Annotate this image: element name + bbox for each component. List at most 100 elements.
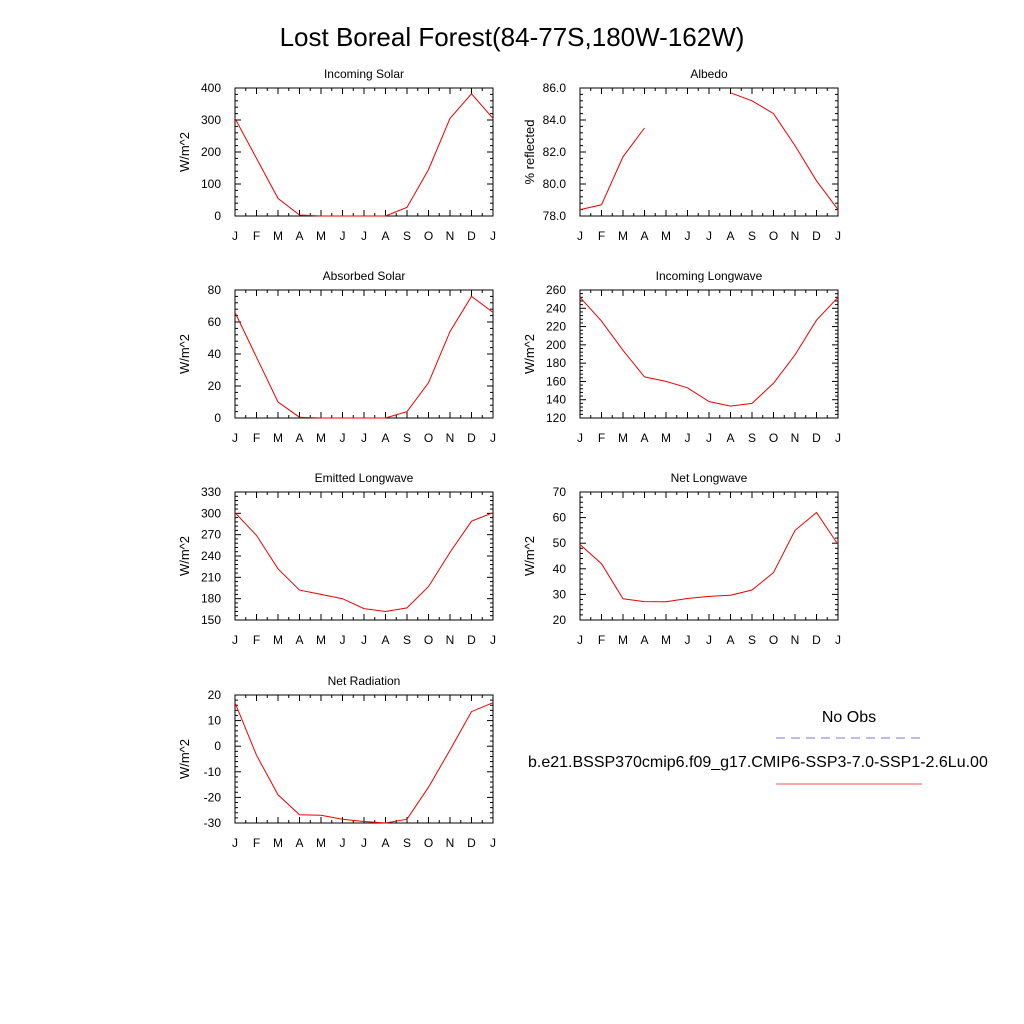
plot-frame [234,289,494,419]
x-tick-label: A [295,633,303,647]
x-tick-label: J [361,431,367,445]
y-axis-label: W/m^2 [177,132,192,172]
x-tick-label: O [424,633,433,647]
x-tick-label: J [340,431,346,445]
y-tick-label: 200 [546,338,566,352]
x-tick-label: N [446,836,455,850]
x-tick-label: S [748,229,756,243]
x-tick-label: D [812,229,821,243]
x-tick-label: A [640,633,648,647]
x-tick-label: A [295,229,303,243]
y-tick-label: 60 [553,511,567,525]
plot-frame [234,491,494,621]
x-tick-label: O [424,431,433,445]
x-tick-label: S [748,431,756,445]
plot-frame [579,491,839,621]
plot-frame [234,87,494,217]
chart-title: Net Longwave [671,471,748,485]
x-tick-label: J [340,229,346,243]
y-tick-label: 260 [546,283,566,297]
x-tick-label: J [361,229,367,243]
y-tick-label: 400 [201,81,221,95]
series-line [730,92,839,210]
x-tick-label: A [381,633,389,647]
figure-title: Lost Boreal Forest(84-77S,180W-162W) [280,22,745,52]
x-tick-label: J [232,836,238,850]
x-tick-label: J [361,836,367,850]
y-tick-label: 0 [214,739,221,753]
chart-title: Albedo [690,67,728,81]
y-tick-label: 78.0 [543,209,567,223]
y-tick-label: 100 [201,177,221,191]
x-tick-label: S [403,836,411,850]
y-tick-label: 240 [201,549,221,563]
x-tick-label: M [661,431,671,445]
series-line [579,127,645,211]
x-tick-label: D [812,633,821,647]
x-tick-label: J [232,633,238,647]
chart-title: Emitted Longwave [315,471,414,485]
x-tick-label: N [446,431,455,445]
x-tick-label: J [232,431,238,445]
chart-title: Incoming Longwave [656,269,763,283]
x-tick-label: J [490,431,496,445]
x-tick-label: N [446,633,455,647]
x-tick-label: J [361,633,367,647]
y-axis-label: W/m^2 [177,334,192,374]
x-tick-label: F [253,836,260,850]
x-tick-label: M [661,633,671,647]
x-tick-label: J [685,633,691,647]
y-tick-label: 30 [553,587,567,601]
x-tick-label: S [403,431,411,445]
series-line [234,702,494,824]
y-tick-label: 270 [201,528,221,542]
y-tick-label: -10 [204,765,222,779]
x-tick-label: J [232,229,238,243]
x-tick-label: M [273,431,283,445]
x-tick-label: N [791,431,800,445]
y-tick-label: 220 [546,320,566,334]
series-line [234,512,494,613]
series-line [579,296,839,407]
x-tick-label: A [726,431,734,445]
x-tick-label: M [316,836,326,850]
x-tick-label: J [835,633,841,647]
x-tick-label: F [253,431,260,445]
y-tick-label: 0 [214,411,221,425]
x-tick-label: M [316,431,326,445]
y-tick-label: 200 [201,145,221,159]
y-tick-label: 120 [546,411,566,425]
x-tick-label: M [618,431,628,445]
x-tick-label: J [340,836,346,850]
x-tick-label: O [424,229,433,243]
chart-title: Absorbed Solar [323,269,406,283]
x-tick-label: J [706,229,712,243]
x-tick-label: J [685,431,691,445]
y-tick-label: 20 [208,379,222,393]
x-tick-label: S [748,633,756,647]
x-tick-label: N [446,229,455,243]
x-tick-label: J [490,836,496,850]
x-tick-label: J [706,431,712,445]
y-tick-label: 40 [208,347,222,361]
x-tick-label: F [598,633,605,647]
y-axis-label: W/m^2 [522,334,537,374]
y-tick-label: 140 [546,393,566,407]
y-tick-label: 330 [201,485,221,499]
y-tick-label: 300 [201,113,221,127]
x-tick-label: A [640,431,648,445]
x-tick-label: J [835,431,841,445]
x-tick-label: M [273,633,283,647]
x-tick-label: O [769,229,778,243]
y-tick-label: 0 [214,209,221,223]
x-tick-label: J [706,633,712,647]
x-tick-label: S [403,633,411,647]
series-line [234,295,494,419]
plot-frame [234,694,494,824]
legend-label-model: b.e21.BSSP370cmip6.f09_g17.CMIP6-SSP3-7.… [528,754,988,771]
